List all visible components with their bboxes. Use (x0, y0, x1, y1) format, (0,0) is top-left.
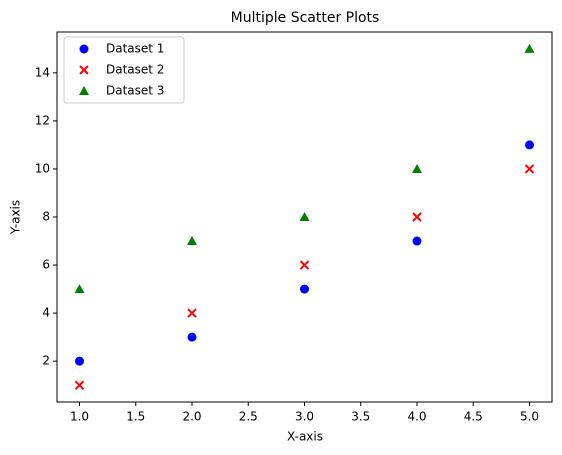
marker (74, 284, 85, 294)
y-tick-label: 10 (35, 161, 50, 175)
x-tick-label: 3.0 (295, 410, 314, 424)
y-tick-label: 2 (42, 354, 50, 368)
marker (524, 164, 535, 174)
marker (525, 140, 534, 150)
y-tick-label: 14 (35, 65, 50, 79)
chart-title: Multiple Scatter Plots (231, 10, 380, 26)
x-tick-label: 2.5 (239, 410, 258, 424)
x-tick-label: 4.5 (464, 410, 483, 424)
marker (187, 308, 197, 318)
legend-label: Dataset 3 (106, 84, 164, 98)
marker (299, 212, 310, 221)
marker (299, 260, 310, 270)
x-tick-label: 3.5 (351, 410, 370, 424)
y-tick-label: 4 (42, 306, 50, 320)
x-tick-label: 5.0 (520, 410, 539, 424)
marker (412, 163, 422, 173)
legend-box (63, 36, 185, 104)
x-tick-label: 1.5 (126, 410, 145, 424)
x-tick-label: 4.0 (407, 410, 426, 424)
marker (412, 212, 422, 222)
legend-label: Dataset 2 (106, 63, 164, 77)
x-tick-label: 1.0 (70, 410, 89, 424)
marker (79, 86, 89, 95)
marker (74, 380, 85, 390)
marker (187, 236, 197, 246)
y-tick-label: 12 (35, 113, 50, 127)
x-axis-label: X-axis (287, 430, 323, 444)
legend-label: Dataset 1 (106, 42, 164, 56)
marker (300, 284, 309, 294)
y-axis-label: Y-axis (9, 200, 23, 235)
y-tick-label: 8 (42, 210, 50, 224)
y-tick-label: 6 (42, 258, 50, 272)
x-tick-label: 2.0 (182, 410, 201, 424)
marker (412, 236, 422, 246)
marker (524, 43, 535, 53)
marker (79, 44, 89, 54)
marker (75, 356, 84, 366)
marker (187, 332, 197, 342)
marker (79, 65, 89, 75)
